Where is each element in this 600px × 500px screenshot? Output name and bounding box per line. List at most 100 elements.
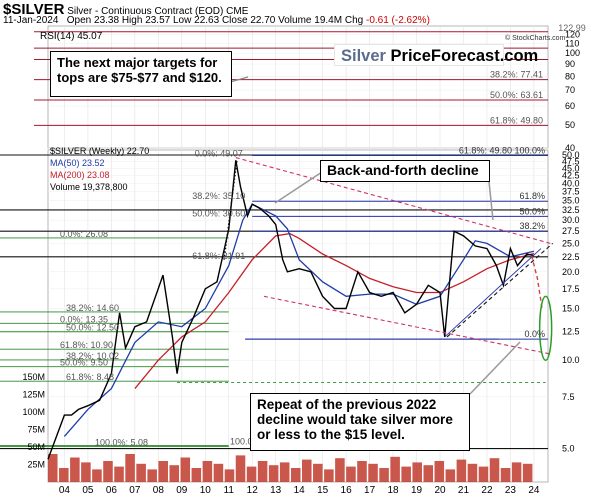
upper-axis-tick: 120 xyxy=(565,29,580,39)
x-tick-label: 10 xyxy=(200,485,212,496)
peak-fib-label: 50.0%: 30.60 xyxy=(192,209,245,219)
right-axis-tick: 50.0 xyxy=(562,150,580,160)
volume-bar xyxy=(290,468,301,482)
left-fib-label: 61.8%: 8.48 xyxy=(66,372,114,382)
volume-bar xyxy=(434,461,445,482)
x-tick-label: 12 xyxy=(247,485,259,496)
right-axis-tick: 7.5 xyxy=(562,392,575,402)
right-axis-tick: 40.0 xyxy=(562,178,580,188)
volume-bar xyxy=(268,465,279,482)
peak-fib-label: 38.2%: 35.10 xyxy=(192,191,245,201)
right-axis-tick: 5.0 xyxy=(562,444,575,454)
volume-bar xyxy=(59,468,69,482)
volume-bar xyxy=(511,462,522,482)
volume-bar xyxy=(235,455,246,482)
peak-fib-label: 61.8%: 21.91 xyxy=(192,251,245,261)
volume-bar xyxy=(467,463,478,482)
volume-bar xyxy=(92,469,102,482)
volume-bar xyxy=(357,461,367,482)
volume-bar xyxy=(401,466,411,482)
left-fib-label: 50.0%: 9.50 xyxy=(60,358,108,368)
upper-fib-label: 50.0%: 63.61 xyxy=(490,90,543,100)
right-axis-tick: 37.5 xyxy=(562,187,580,197)
high-label: High xyxy=(121,15,143,26)
volume-bar xyxy=(324,469,334,482)
open-value: 23.38 xyxy=(94,15,120,26)
x-tick-label: 09 xyxy=(176,485,188,496)
logo-part-silver: Silver xyxy=(341,47,386,65)
quote-line: 11-Jan-2024 Open 23.38 High 23.57 Low 22… xyxy=(3,15,430,26)
right-fib-label: 0.0% xyxy=(524,329,545,339)
dotted-rally-line xyxy=(223,160,238,260)
volume-bar xyxy=(103,461,113,482)
level-labels: 38.2%: 77.41 50.0%: 63.61 61.8%: 49.80 61.8… xyxy=(60,70,545,448)
repeat-pointer xyxy=(469,341,521,395)
volume-bar xyxy=(48,454,58,482)
x-tick-label: 13 xyxy=(270,485,282,496)
right-axis-tick: 42.5 xyxy=(562,171,580,181)
x-tick-label: 24 xyxy=(528,485,540,496)
x-tick-label: 22 xyxy=(481,485,493,496)
left-fib-label: 61.8%: 10.90 xyxy=(60,340,113,350)
weekly-legend: $SILVER (Weekly) 22.70 xyxy=(50,146,150,156)
x-tick-label: 04 xyxy=(59,485,71,496)
logo-part-com: .com xyxy=(499,47,539,65)
upper-axis-tick: 80 xyxy=(565,71,575,81)
open-label: Open xyxy=(66,15,92,26)
left-fib-label: 38.2%: 10.02 xyxy=(66,351,119,361)
projection-path xyxy=(530,255,543,309)
right-axis-tick: 17.5 xyxy=(562,284,580,294)
instrument-name: Silver - Continuous Contract (EOD) xyxy=(67,6,224,17)
ma200-legend: MA(200) 23.08 xyxy=(50,170,110,180)
right-axis-tick: 22.5 xyxy=(562,252,580,262)
x-tick-label: 23 xyxy=(505,485,517,496)
right-fib-label: 61.8% xyxy=(519,191,545,201)
right-axis-tick: 30.0 xyxy=(562,215,580,225)
volume-value: 19.4M xyxy=(314,15,343,26)
x-tick-label: 05 xyxy=(82,485,94,496)
site-logo: Silver PriceForecast.com xyxy=(334,44,538,66)
change-value: -0.61 (-2.62%) xyxy=(365,15,430,26)
right-axis-tick: 20.0 xyxy=(562,267,580,277)
left-fib-label: 0.0%: 13.35 xyxy=(60,314,108,324)
volume-bar xyxy=(158,461,168,482)
close-value: 22.70 xyxy=(250,15,276,26)
dashed-rising-support-line xyxy=(446,242,554,338)
ma50-line xyxy=(63,203,535,437)
volume-bar xyxy=(522,463,533,482)
x-tick-label: 15 xyxy=(317,485,329,496)
upper-axis-tick: 50 xyxy=(565,120,575,130)
volume-legend: Volume 19,378,800 xyxy=(50,182,128,192)
dashed-lower-support-line xyxy=(263,295,551,355)
quote-date: 11-Jan-2024 xyxy=(3,15,59,26)
right-fib-label: 61.8%: 49.80 100.0% xyxy=(459,146,545,156)
blue-diagonal-line xyxy=(444,248,542,338)
data-credit: © StockCharts.com xyxy=(505,35,566,42)
logo-part-priceforecast: PriceForecast xyxy=(390,47,500,65)
volume-label: Volume xyxy=(278,15,312,26)
dashed-resistance-line xyxy=(235,157,551,244)
volume-axis-tick: 50M xyxy=(27,442,45,452)
upper-axis-tick: 40 xyxy=(565,143,575,153)
x-tick-label: 14 xyxy=(294,485,306,496)
axis-labels: 04 05 06 07 08 09 10 11 12 13 14 15 16 17 18 19 20 21 22 23… xyxy=(22,23,585,496)
volume-axis-tick: 125M xyxy=(22,390,45,400)
horizontal-levels xyxy=(0,31,548,450)
upper-fib-label: 38.2%: 77.41 xyxy=(490,70,543,80)
change-label: Chg xyxy=(344,15,364,26)
volume-bar xyxy=(81,462,91,482)
volume-bar xyxy=(379,468,389,482)
volume-bar xyxy=(257,461,268,482)
volume-bar xyxy=(191,468,202,482)
low-value: 22.63 xyxy=(194,15,220,26)
peak-fib-label: 0.0%: 49.07 xyxy=(195,148,243,158)
x-tick-label: 18 xyxy=(388,485,400,496)
volume-bar xyxy=(489,458,500,482)
right-axis-tick: 10.0 xyxy=(562,355,580,365)
x-tick-label: 07 xyxy=(129,485,141,496)
exchange-name: CME xyxy=(226,6,249,17)
left-fib-label: 50.0%: 12.50 xyxy=(66,323,119,333)
low-label: Low xyxy=(173,15,192,26)
repeat-decline-callout: Repeat of the previous 2022 decline woul… xyxy=(250,393,470,451)
volume-bar xyxy=(70,457,80,482)
